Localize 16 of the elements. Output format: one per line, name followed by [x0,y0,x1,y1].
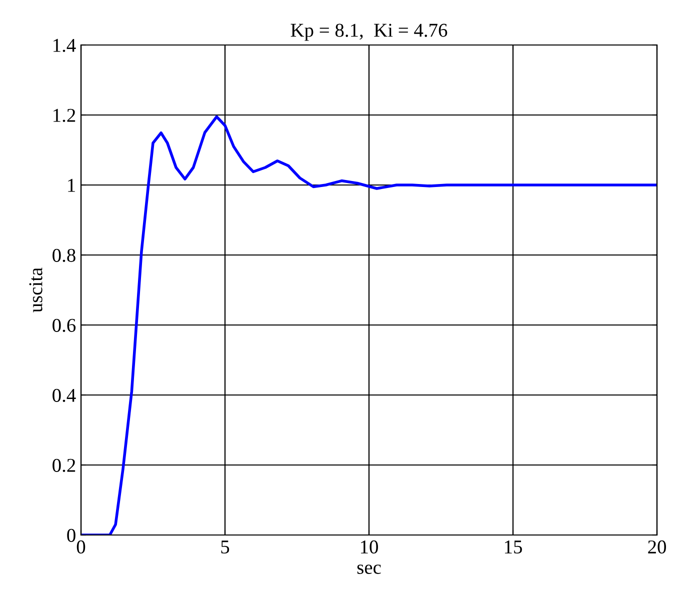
y-axis-title: uscita [29,268,42,312]
x-axis-title: sec [357,564,381,574]
chart-title: Kp = 8.1, Ki = 4.76 [290,24,448,41]
y-tick-label: 0.6 [52,318,76,332]
y-tick-label: 1.4 [54,38,76,52]
x-tick-label: 0 [76,540,86,554]
y-tick-label: 0.2 [52,458,76,472]
y-tick-label: 0 [67,528,76,542]
y-tick-label: 1 [68,178,75,192]
x-tick-label: 15 [504,540,522,554]
y-tick-label: 0.8 [52,248,76,262]
y-tick-label: 0.4 [52,388,76,402]
x-tick-label: 10 [360,540,378,554]
x-tick-label: 20 [648,540,666,554]
y-tick-label: 1.2 [54,108,76,122]
x-tick-label: 5 [221,540,230,554]
